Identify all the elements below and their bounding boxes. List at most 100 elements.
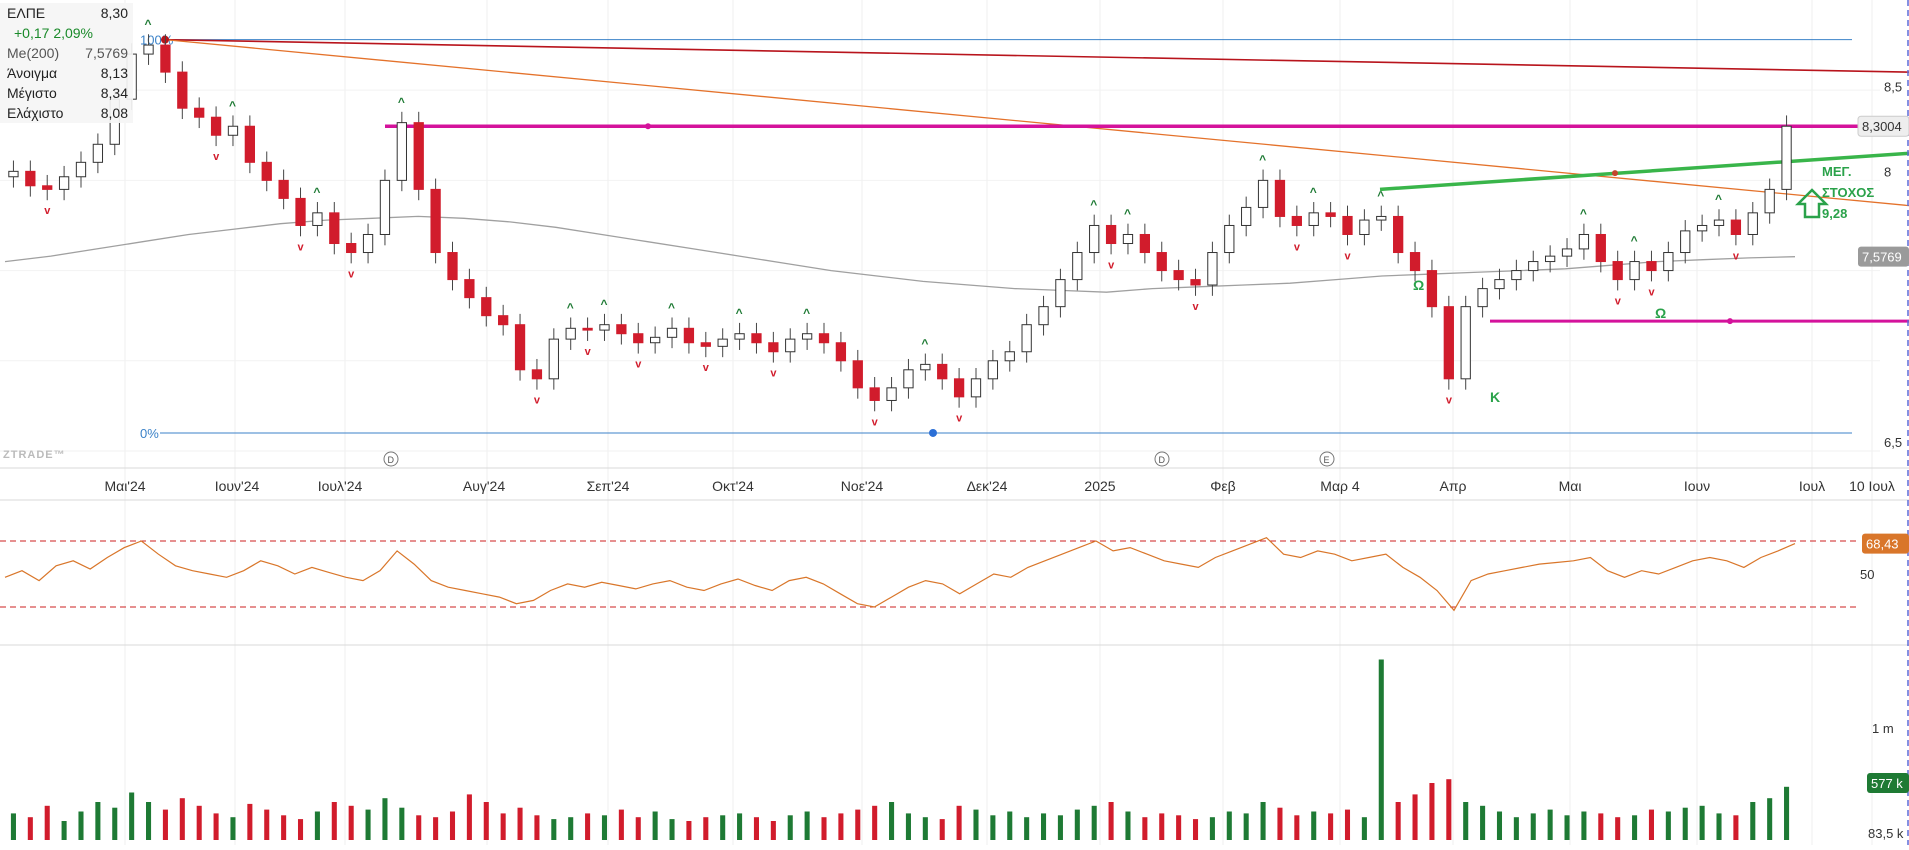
candle[interactable]	[751, 322, 762, 354]
candle[interactable]	[1393, 205, 1404, 264]
candle[interactable]: ^	[143, 17, 154, 65]
rsi-panel[interactable]: 50 68,43	[0, 533, 1909, 612]
candle[interactable]	[835, 331, 847, 372]
candle[interactable]	[1325, 202, 1336, 228]
candle[interactable]	[785, 328, 796, 363]
candle[interactable]: v	[295, 187, 306, 254]
candle[interactable]	[160, 34, 171, 83]
candle[interactable]: v	[42, 174, 53, 217]
candle[interactable]: v	[1291, 205, 1302, 254]
candle[interactable]: v	[1190, 268, 1201, 313]
candle[interactable]	[1528, 250, 1539, 282]
candle[interactable]	[987, 349, 999, 390]
candle[interactable]	[548, 328, 559, 390]
volume-panel[interactable]: 1 m 83,5 k 577 k	[10, 659, 1909, 842]
candle[interactable]: ^	[1713, 192, 1725, 237]
candle[interactable]	[1241, 196, 1252, 237]
candle[interactable]	[1460, 295, 1471, 390]
candle[interactable]: v	[633, 322, 644, 371]
candle[interactable]	[1696, 214, 1708, 242]
candle[interactable]	[1038, 295, 1049, 336]
candle[interactable]	[1511, 259, 1522, 291]
candle[interactable]	[937, 353, 948, 390]
candle[interactable]	[683, 317, 695, 354]
candle[interactable]	[25, 160, 36, 197]
candle[interactable]: v	[1612, 250, 1623, 308]
candle[interactable]	[379, 169, 391, 246]
candle[interactable]	[177, 61, 188, 120]
candle[interactable]	[1021, 313, 1032, 363]
candle[interactable]: v	[768, 331, 779, 380]
candle[interactable]	[1781, 115, 1792, 201]
candle[interactable]: ^	[1376, 189, 1387, 231]
candle[interactable]	[481, 286, 492, 327]
candle[interactable]: v	[1105, 214, 1117, 272]
candle[interactable]	[278, 169, 289, 210]
candle[interactable]	[649, 326, 661, 354]
candle[interactable]: ^	[312, 185, 323, 237]
candle[interactable]	[717, 328, 728, 358]
candle[interactable]	[1477, 277, 1488, 318]
candle[interactable]	[261, 151, 272, 192]
candle[interactable]	[464, 268, 475, 309]
candle[interactable]: ^	[1578, 207, 1590, 260]
candle[interactable]	[1544, 245, 1556, 273]
candle[interactable]	[244, 115, 256, 174]
candle[interactable]	[1055, 268, 1066, 318]
candle[interactable]: ^	[734, 306, 745, 350]
candle[interactable]	[1426, 259, 1438, 318]
candle[interactable]	[970, 367, 982, 408]
candle[interactable]	[413, 111, 424, 201]
candle[interactable]	[1139, 223, 1151, 264]
candle[interactable]: v	[210, 106, 222, 163]
price-panel[interactable]: 100%0%v^v^v^v^v^v^v^v^v^v^v^v^v^v^v^v^v^…	[4, 17, 1909, 441]
candle[interactable]	[498, 304, 509, 336]
candle[interactable]: ^	[1257, 153, 1269, 219]
candle[interactable]	[1224, 214, 1235, 264]
candle[interactable]	[1561, 238, 1573, 267]
candle[interactable]	[514, 313, 526, 381]
candle[interactable]: v	[1646, 250, 1657, 299]
candle[interactable]	[430, 178, 441, 264]
candle[interactable]	[1173, 259, 1184, 291]
candle[interactable]: v	[700, 331, 711, 374]
candle[interactable]: ^	[1629, 234, 1640, 291]
candle[interactable]	[447, 241, 458, 291]
candle[interactable]: v	[1342, 205, 1353, 263]
candle[interactable]	[886, 377, 897, 412]
candle[interactable]	[1764, 178, 1775, 224]
candle[interactable]	[1494, 268, 1505, 300]
candle[interactable]: v	[953, 367, 965, 425]
candle[interactable]	[194, 97, 205, 129]
candle[interactable]: ^	[396, 95, 407, 192]
candle[interactable]	[1663, 241, 1674, 282]
candle[interactable]	[1072, 241, 1083, 291]
candle[interactable]: v	[346, 232, 357, 281]
candle[interactable]	[75, 151, 87, 188]
candle[interactable]	[1004, 340, 1015, 372]
candle[interactable]: ^	[1308, 185, 1319, 237]
candle[interactable]	[362, 223, 374, 264]
candle[interactable]: ^	[1089, 198, 1100, 264]
candle[interactable]	[1747, 202, 1758, 246]
candle[interactable]: ^	[1122, 207, 1134, 255]
candle[interactable]	[58, 165, 70, 201]
candle[interactable]	[1207, 241, 1218, 296]
candle[interactable]: ^	[227, 98, 239, 147]
candle[interactable]	[616, 313, 627, 345]
candle[interactable]: ^	[565, 300, 576, 350]
candle[interactable]	[1409, 241, 1421, 282]
candle[interactable]: v	[531, 358, 543, 407]
candle[interactable]	[903, 358, 914, 399]
candle[interactable]: ^	[801, 306, 813, 350]
candle[interactable]: v	[1730, 209, 1742, 262]
candle[interactable]	[1595, 223, 1606, 273]
candle[interactable]: v	[869, 377, 880, 428]
candle[interactable]: v	[582, 317, 593, 358]
candle[interactable]: v	[1443, 295, 1454, 407]
candle[interactable]	[8, 160, 19, 188]
candle[interactable]: ^	[920, 337, 931, 381]
candle[interactable]: ^	[666, 300, 678, 349]
